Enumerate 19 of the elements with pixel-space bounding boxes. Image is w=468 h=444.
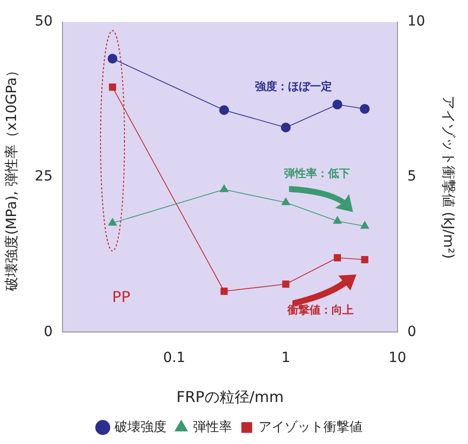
y-tick-label: 25: [34, 168, 53, 185]
y2-tick-label: 5: [407, 168, 416, 185]
x-tick-label: 0.1: [163, 350, 186, 366]
annotation: 衝撃値：向上: [286, 303, 354, 316]
x-axis-title: FRPの粒径/mm: [176, 388, 284, 406]
annotation: PP: [112, 288, 130, 306]
y2-axis-title: アイゾット衝撃値 (kJ/m²): [440, 95, 456, 259]
x-tick-label: 1: [281, 350, 290, 366]
y-tick-label: 0: [44, 324, 53, 340]
legend-label: 弾性率: [192, 418, 232, 435]
x-tick-label: 10: [388, 350, 406, 366]
legend-label: アイゾット衝撃値: [258, 420, 362, 435]
legend-label: 破壊強度: [113, 418, 166, 435]
annotation: 弾性率：低下: [284, 166, 350, 180]
annotation: 強度：ほぼ一定: [255, 80, 332, 93]
y2-tick-label: 0: [407, 324, 416, 340]
y-axis-title: 破壊強度(MPa), 弾性率（x10GPa）: [4, 63, 20, 292]
y2-tick-label: 10: [407, 14, 426, 30]
y-tick-label: 50: [34, 14, 53, 30]
